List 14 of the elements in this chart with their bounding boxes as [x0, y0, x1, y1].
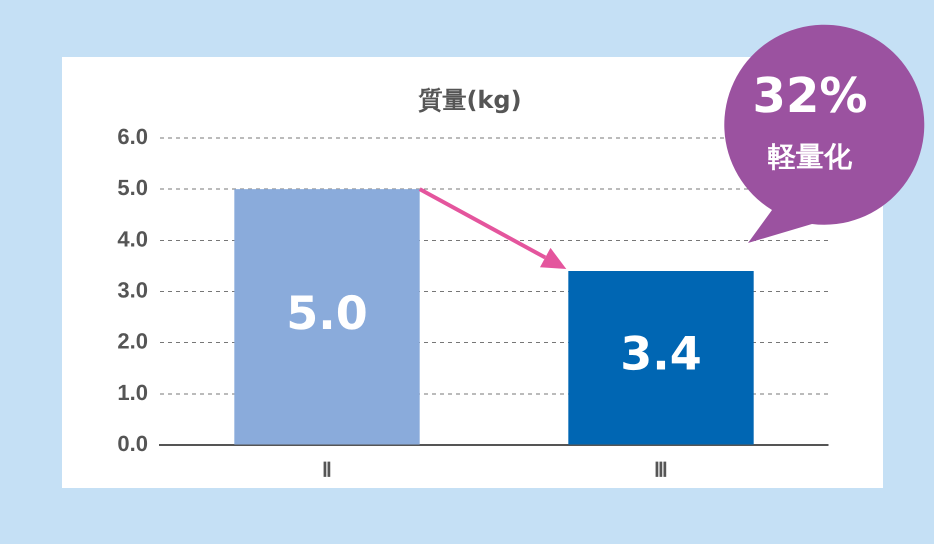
text: 32% — [752, 68, 868, 124]
x-tick-label: Ⅲ — [654, 460, 668, 482]
y-tick-label: 6.0 — [117, 124, 148, 150]
x-tick-label: Ⅱ — [322, 460, 332, 482]
chart-title: 質量(kg) — [417, 85, 523, 116]
y-tick-label: 2.0 — [117, 328, 148, 354]
y-tick-label: 1.0 — [117, 380, 148, 405]
y-tick-label: 4.0 — [117, 226, 148, 252]
annotation: 軽量化 — [767, 139, 853, 175]
y-tick-label: 0.0 — [117, 431, 148, 456]
y-tick-label: 5.0 — [117, 175, 148, 200]
y-tick-label: 3.0 — [117, 278, 148, 303]
data-label: 3.4 — [620, 326, 702, 381]
data-label: 5.0 — [286, 286, 368, 340]
